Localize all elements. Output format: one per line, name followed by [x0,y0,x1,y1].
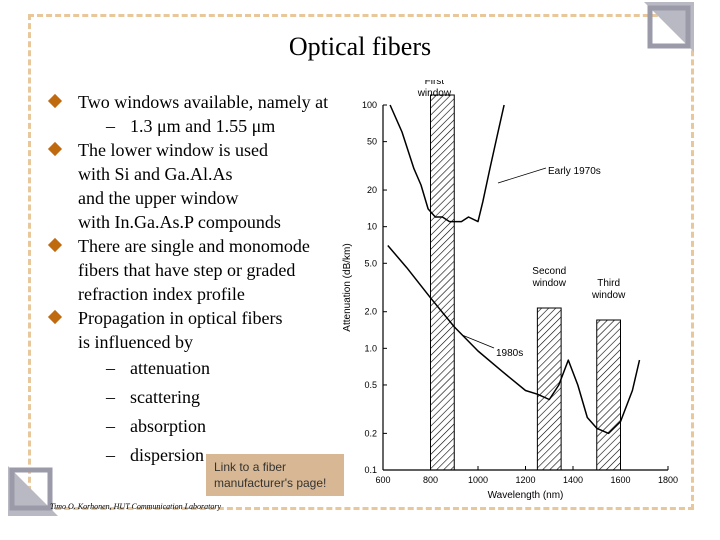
sub-bullet: – attenuation [78,354,370,383]
sub-bullet-text: attenuation [130,358,210,378]
series-leader-line [461,334,495,349]
sub-bullet-text: absorption [130,416,206,436]
window-label: window [417,88,452,99]
y-tick-label: 20 [367,185,377,195]
dash-marker: – [106,416,115,436]
y-tick-label: 100 [362,100,377,110]
x-axis-label: Wavelength (nm) [488,490,564,501]
diamond-bullet-icon [47,237,63,253]
bullet-text: The lower window is used [78,140,268,160]
diamond-bullet-icon [47,141,63,157]
window-band [536,307,562,471]
bullet-text: and the upper window [78,188,239,208]
x-tick-label: 1000 [468,475,488,485]
y-tick-label: 2.0 [364,307,377,317]
slide-frame [28,14,694,510]
window-label: window [591,290,626,301]
bullet-text: There are single and monomode [78,236,310,256]
x-tick-label: 1600 [610,475,630,485]
sub-bullet: –1.3 μm and 1.55 μm [78,114,370,138]
footer-credit: Timo O. Korhonen, HUT Communication Labo… [50,502,222,511]
bullet-text: fibers that have step or graded [78,260,296,280]
window-label: First [425,80,445,87]
bullet-text: Two windows available, namely at [78,92,329,112]
y-tick-label: 10 [367,222,377,232]
sub-bullet-text: dispersion [130,445,204,465]
y-tick-label: 5.0 [364,258,377,268]
diamond-bullet-icon [47,309,63,325]
dash-marker: – [106,387,115,407]
dash-marker: – [106,116,115,136]
sub-bullet: – scattering [78,383,370,412]
x-tick-label: 800 [423,475,438,485]
y-tick-label: 1.0 [364,343,377,353]
sub-bullet: – absorption [78,412,370,441]
bullet-item: There are single and monomode fibers that… [47,234,370,306]
diamond-bullet-icon [47,93,63,109]
bullet-text: is influenced by [78,332,193,352]
y-tick-label: 0.2 [364,428,377,438]
bullet-item: Propagation in optical fibers is influenc… [47,306,370,470]
y-axis-label: Attenuation (dB/km) [342,243,353,331]
y-tick-label: 0.1 [364,465,377,475]
bullet-item: The lower window is used with Si and Ga.A… [47,138,370,234]
window-label: Second [532,266,566,277]
series-leader-line [497,167,547,184]
dash-marker: – [106,358,115,378]
series-label: 1980s [496,348,523,359]
bullet-text: Propagation in optical fibers [78,308,283,328]
window-band [596,319,621,471]
x-tick-label: 1800 [658,475,678,485]
sub-bullet-text: scattering [130,387,200,407]
corner-decoration-top-right [644,2,694,52]
dash-marker: – [106,445,115,465]
window-label: window [532,278,567,289]
corner-decoration-bottom-left [8,466,58,516]
window-band [430,94,455,471]
sub-bullet-text: 1.3 μm and 1.55 μm [130,116,276,136]
bullet-item: Two windows available, namely at –1.3 μm … [47,90,370,138]
y-tick-label: 0.5 [364,380,377,390]
slide-title: Optical fibers [288,32,432,61]
x-tick-label: 600 [375,475,390,485]
series-label: Early 1970s [548,166,601,177]
series-line [387,245,641,435]
bullet-text: with In.Ga.As.P compounds [78,212,281,232]
sub-bullet: – dispersion [78,441,370,470]
bullet-text: with Si and Ga.Al.As [78,164,233,184]
x-tick-label: 1200 [515,475,535,485]
window-label: Third [597,278,620,289]
y-tick-label: 50 [367,137,377,147]
fiber-manufacturer-link[interactable]: Link to a fiber manufacturer's page! [206,454,344,496]
x-tick-label: 1400 [563,475,583,485]
bullet-list: Two windows available, namely at –1.3 μm … [47,90,370,470]
series-line [389,104,505,223]
bullet-text: refraction index profile [78,284,245,304]
